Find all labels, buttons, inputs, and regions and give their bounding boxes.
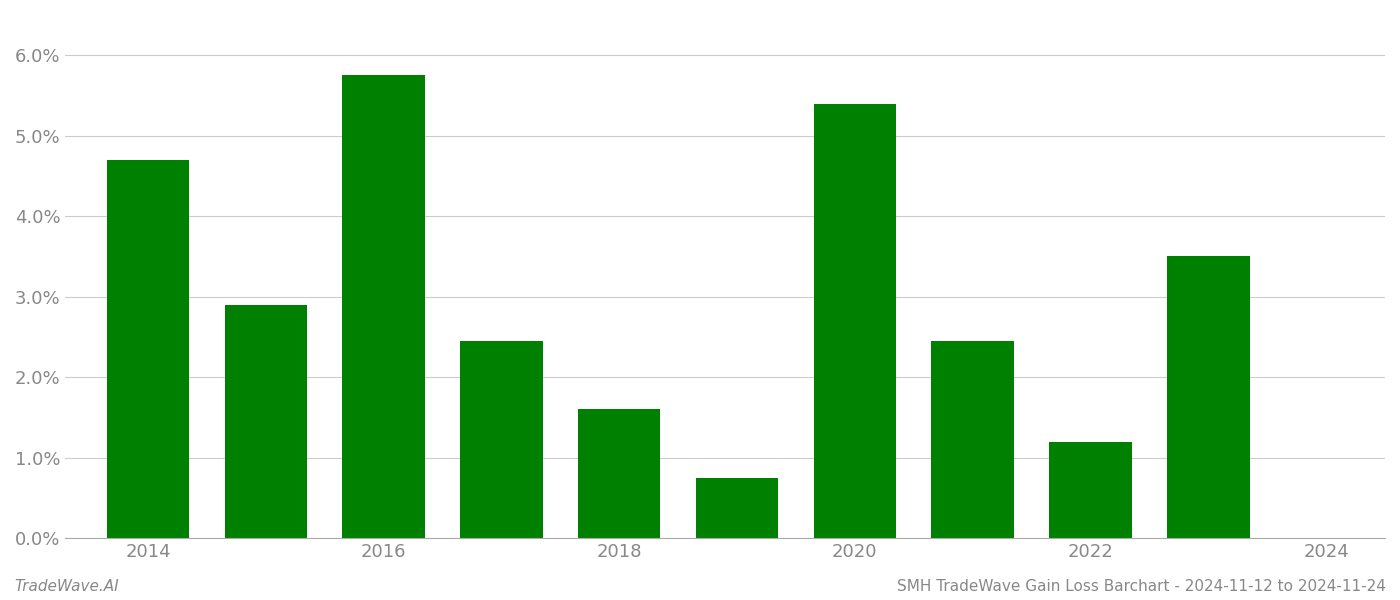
Bar — [106, 160, 189, 538]
Bar — [461, 341, 543, 538]
Bar — [696, 478, 778, 538]
Text: TradeWave.AI: TradeWave.AI — [14, 579, 119, 594]
Text: SMH TradeWave Gain Loss Barchart - 2024-11-12 to 2024-11-24: SMH TradeWave Gain Loss Barchart - 2024-… — [897, 579, 1386, 594]
Bar — [1168, 256, 1250, 538]
Bar — [224, 305, 307, 538]
Bar — [1049, 442, 1131, 538]
Bar — [813, 104, 896, 538]
Bar — [578, 409, 661, 538]
Bar — [343, 76, 424, 538]
Bar — [931, 341, 1014, 538]
